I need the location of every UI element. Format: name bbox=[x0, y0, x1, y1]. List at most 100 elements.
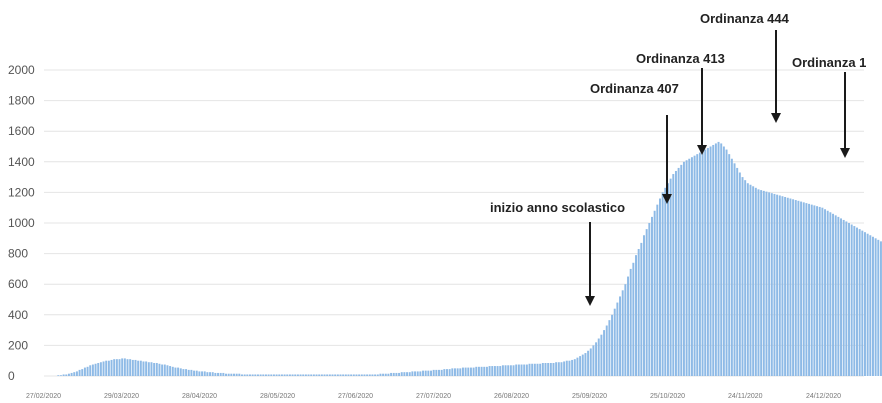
bar bbox=[792, 199, 795, 376]
bar bbox=[837, 216, 840, 376]
bar bbox=[416, 371, 419, 376]
bar bbox=[869, 235, 872, 376]
bar bbox=[267, 374, 270, 376]
bar bbox=[198, 371, 201, 376]
x-tick-label: 24/11/2020 bbox=[728, 393, 763, 400]
bar bbox=[800, 201, 803, 376]
bar bbox=[738, 172, 741, 376]
bar bbox=[648, 223, 651, 376]
bar bbox=[624, 284, 627, 376]
bar bbox=[821, 207, 824, 376]
bar bbox=[211, 372, 214, 376]
bar bbox=[59, 375, 62, 376]
y-tick-label: 1400 bbox=[8, 155, 35, 169]
bar bbox=[113, 359, 116, 376]
bar bbox=[97, 362, 100, 376]
bar bbox=[363, 374, 366, 376]
bar bbox=[752, 186, 755, 376]
bar bbox=[454, 368, 456, 376]
bar bbox=[485, 366, 488, 376]
bar bbox=[187, 369, 190, 376]
bar bbox=[826, 210, 829, 376]
bar bbox=[483, 366, 486, 376]
bar bbox=[475, 366, 478, 376]
bar bbox=[304, 374, 307, 376]
bar bbox=[225, 373, 227, 376]
bar bbox=[741, 177, 744, 376]
bar bbox=[217, 372, 220, 376]
bar bbox=[400, 372, 403, 376]
bar bbox=[467, 367, 470, 376]
bar bbox=[115, 359, 118, 376]
x-tick-label: 27/07/2020 bbox=[416, 393, 451, 400]
bar bbox=[81, 369, 84, 376]
bar bbox=[126, 359, 129, 376]
bar bbox=[507, 365, 510, 376]
chart-annotations: inizio anno scolastico Ordinanza 407 Ordin… bbox=[490, 11, 866, 306]
bar bbox=[725, 149, 728, 376]
bar bbox=[605, 325, 608, 376]
bar bbox=[808, 203, 811, 376]
bar bbox=[832, 213, 835, 376]
x-tick-label: 24/12/2020 bbox=[806, 393, 841, 400]
bar bbox=[398, 372, 401, 376]
bar bbox=[446, 369, 448, 376]
bar bbox=[573, 359, 576, 376]
bar bbox=[563, 361, 566, 376]
bar bbox=[334, 374, 337, 376]
y-tick-label: 1800 bbox=[8, 94, 35, 108]
bar bbox=[158, 363, 161, 376]
bar bbox=[765, 191, 768, 376]
bar bbox=[635, 255, 637, 376]
bar bbox=[728, 154, 731, 376]
bar bbox=[310, 374, 313, 376]
x-tick-label: 26/08/2020 bbox=[494, 393, 529, 400]
bar bbox=[448, 369, 451, 376]
bar bbox=[848, 223, 850, 376]
bar bbox=[193, 370, 196, 376]
bar bbox=[62, 374, 65, 376]
bar bbox=[879, 241, 882, 376]
bar bbox=[579, 356, 582, 376]
bar bbox=[512, 365, 515, 376]
bar bbox=[528, 363, 531, 376]
bar bbox=[480, 366, 483, 376]
bar bbox=[491, 366, 494, 376]
bar bbox=[288, 374, 291, 376]
bar bbox=[432, 369, 435, 376]
bar bbox=[632, 262, 635, 376]
annotation-arrowhead bbox=[840, 148, 850, 158]
bar bbox=[515, 364, 518, 376]
bar bbox=[698, 152, 701, 376]
bar bbox=[347, 374, 350, 376]
bar bbox=[501, 365, 504, 376]
bar bbox=[760, 190, 763, 376]
bar bbox=[682, 161, 685, 376]
bar bbox=[773, 193, 776, 376]
bar bbox=[451, 368, 454, 376]
bar bbox=[123, 358, 126, 376]
bar bbox=[797, 200, 800, 376]
bar bbox=[816, 206, 819, 376]
bar bbox=[509, 365, 512, 376]
bar bbox=[627, 276, 630, 376]
x-tick-label: 27/02/2020 bbox=[26, 393, 61, 400]
bar bbox=[286, 374, 289, 376]
bar bbox=[456, 368, 459, 376]
bar bbox=[323, 374, 326, 376]
bar bbox=[720, 143, 723, 376]
bar bbox=[352, 374, 355, 376]
bar bbox=[201, 371, 204, 376]
bar bbox=[344, 374, 347, 376]
bar bbox=[717, 141, 720, 376]
bar bbox=[294, 374, 297, 376]
bar bbox=[789, 198, 792, 376]
bar bbox=[744, 180, 747, 376]
bar bbox=[137, 360, 140, 376]
bar bbox=[70, 372, 73, 376]
bar bbox=[672, 174, 675, 376]
y-tick-label: 600 bbox=[8, 277, 28, 291]
bar bbox=[629, 268, 632, 376]
bar bbox=[595, 342, 598, 376]
bar bbox=[619, 296, 622, 376]
